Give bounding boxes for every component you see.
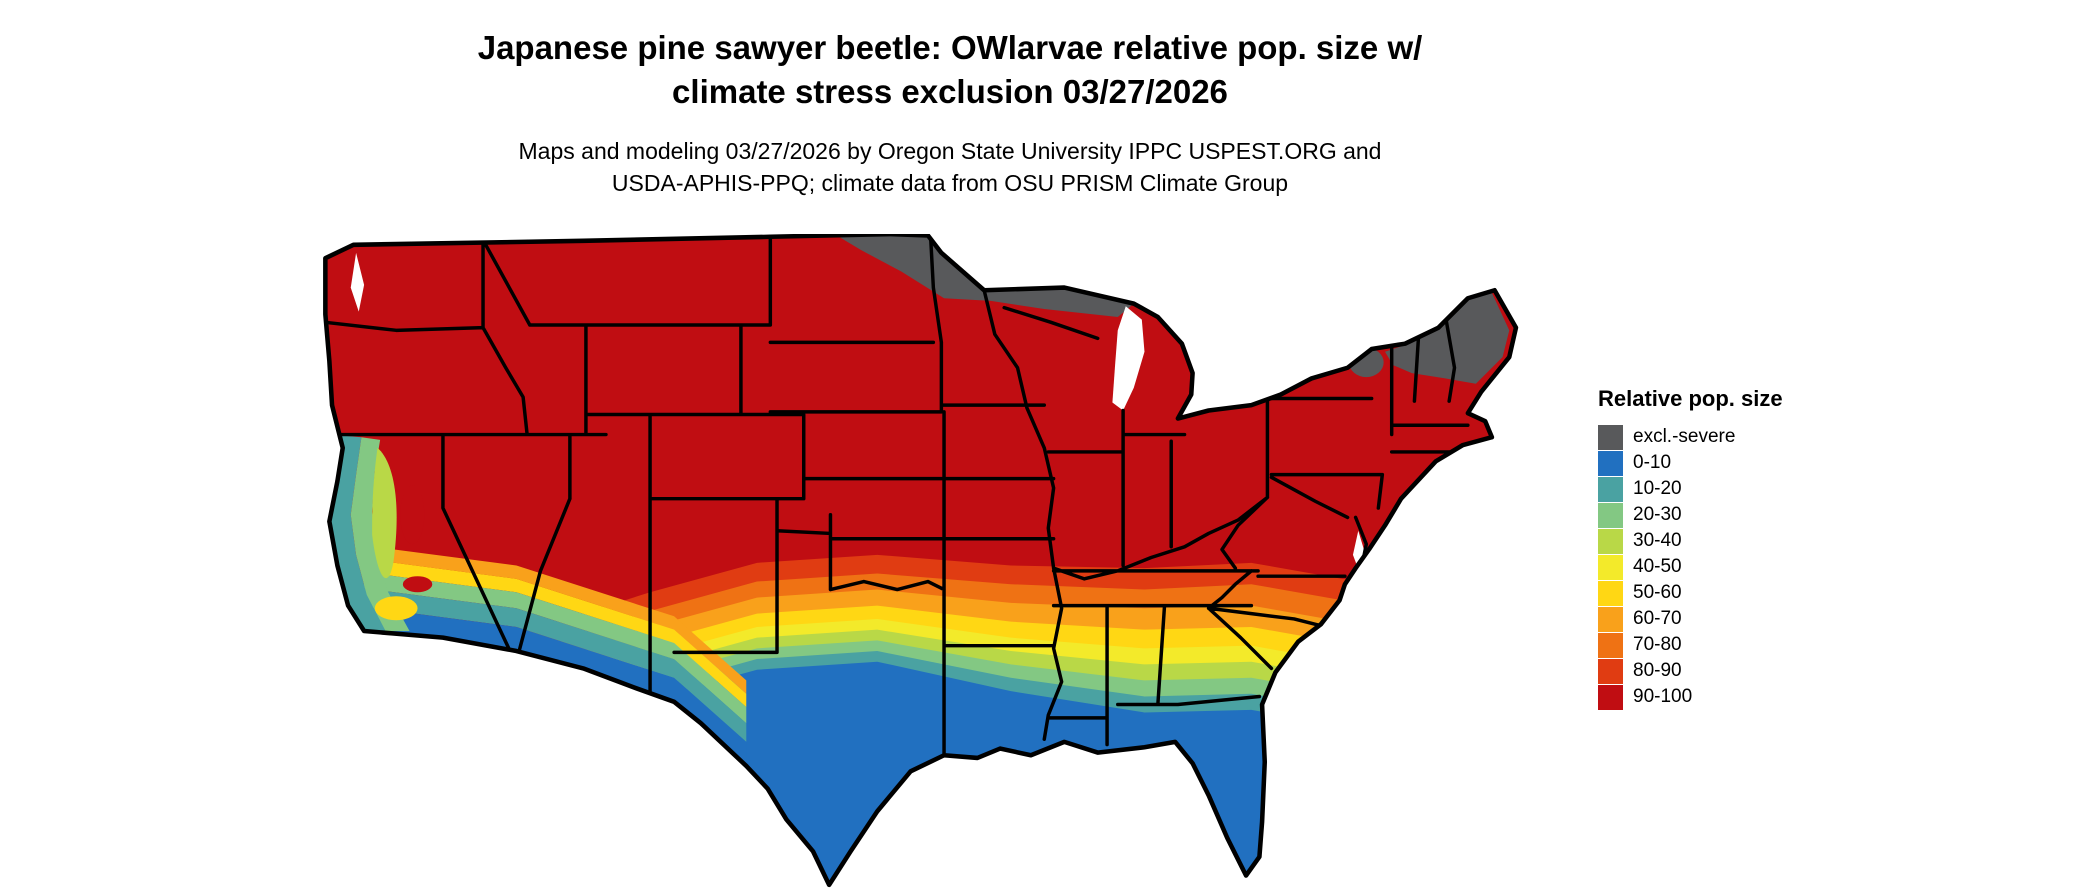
legend-label-80-90: 80-90 [1633,660,1682,681]
legend-swatch-excl-severe [1598,424,1623,450]
lake-michigan [1112,306,1145,411]
legend-swatch-30-40 [1598,528,1623,554]
map-subtitle-line-2: USDA-APHIS-PPQ; climate data from OSU PR… [611,170,1289,197]
map-ca-central-valley [372,447,397,579]
legend-label-excl-severe: excl.-severe [1633,426,1736,447]
map-legend: Relative pop. size excl.-severe 0-10 10-… [1598,386,1783,710]
map-sw-band-60-70 [364,545,747,694]
legend-swatch-40-50 [1598,554,1623,580]
legend-label-10-20: 10-20 [1633,478,1682,499]
legend-swatch-20-30 [1598,502,1623,528]
legend-row-80-90: 80-90 [1598,658,1783,684]
us-outline [323,231,1519,888]
legend-row-excl-severe: excl.-severe [1598,424,1783,450]
legend-swatch-10-20 [1598,476,1623,502]
legend-label-0-10: 0-10 [1633,452,1672,473]
map-socal-yellow-patch [374,596,418,621]
legend-row-40-50: 40-50 [1598,554,1783,580]
legend-row-60-70: 60-70 [1598,606,1783,632]
legend-label-60-70: 60-70 [1633,608,1682,629]
legend-label-50-60: 50-60 [1633,582,1682,603]
us-choropleth-map [316,231,1532,889]
map-subtitle-line-1: Maps and modeling 03/27/2026 by Oregon S… [518,138,1382,165]
legend-title: Relative pop. size [1598,386,1783,411]
legend-label-70-80: 70-80 [1633,634,1682,655]
state-borders [325,236,1470,757]
figure-header: Japanese pine sawyer beetle: OWlarvae re… [478,26,1423,199]
legend-swatch-70-80 [1598,632,1623,658]
legend-row-50-60: 50-60 [1598,580,1783,606]
legend-swatch-50-60 [1598,580,1623,606]
legend-swatch-90-100 [1598,684,1623,710]
map-sw-band-20-30 [364,572,747,724]
map-excl-severe-north-minnesota [834,234,1134,317]
legend-swatch-0-10 [1598,450,1623,476]
legend-swatch-80-90 [1598,658,1623,684]
map-subtitle: Maps and modeling 03/27/2026 by Oregon S… [478,135,1423,199]
legend-label-20-30: 20-30 [1633,504,1682,525]
puget-sound [350,252,365,312]
legend-row-20-30: 20-30 [1598,502,1783,528]
map-sw-band-40-50 [364,558,747,708]
map-ca-sierra-red-patch [400,485,425,545]
map-title-line-2: climate stress exclusion 03/27/2026 [672,72,1228,110]
legend-row-70-80: 70-80 [1598,632,1783,658]
legend-row-90-100: 90-100 [1598,684,1783,710]
legend-label-30-40: 30-40 [1633,530,1682,551]
map-title-line-1: Japanese pine sawyer beetle: OWlarvae re… [477,29,1423,66]
map-socal-red-mountain-patch [402,576,433,593]
map-ca-coast-green [350,437,410,631]
legend-row-30-40: 30-40 [1598,528,1783,554]
legend-label-90-100: 90-100 [1633,686,1693,707]
legend-swatch-60-70 [1598,606,1623,632]
legend-label-40-50: 40-50 [1633,556,1682,577]
legend-row-0-10: 0-10 [1598,450,1783,476]
us-map-svg [323,231,1519,888]
legend-row-10-20: 10-20 [1598,476,1783,502]
